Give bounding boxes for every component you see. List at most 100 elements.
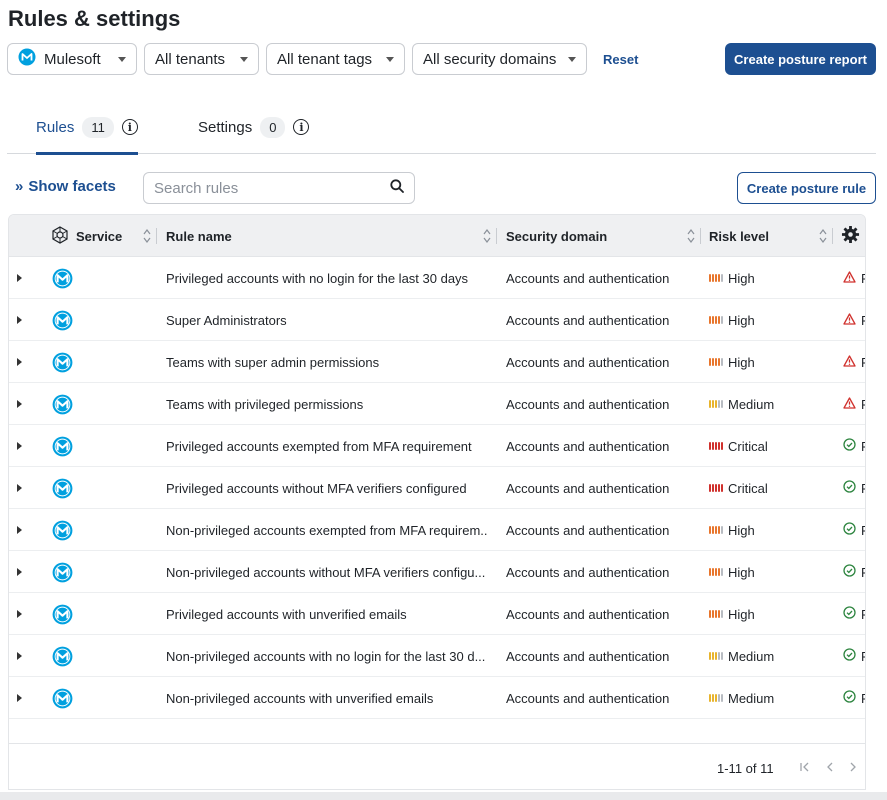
column-divider [496, 228, 497, 244]
tenants-dropdown[interactable]: All tenants [144, 43, 259, 75]
chevron-down-icon [386, 56, 394, 62]
security-domain: Accounts and authentication [506, 480, 670, 496]
row-expand-toggle[interactable] [17, 341, 27, 383]
gear-icon[interactable] [841, 225, 860, 247]
tenant-tags-dropdown[interactable]: All tenant tags [266, 43, 405, 75]
column-security-domain[interactable]: Security domain [497, 215, 701, 257]
status: P [843, 425, 865, 467]
tenant-tags-dropdown-label: All tenant tags [277, 50, 373, 68]
caret-right-icon [17, 358, 22, 366]
security-domain: Accounts and authentication [506, 354, 670, 370]
row-expand-toggle[interactable] [17, 383, 27, 425]
row-expand-toggle[interactable] [17, 467, 27, 509]
rule-name: Super Administrators [166, 312, 287, 328]
table-row[interactable]: Teams with super admin permissions Accoun… [9, 341, 865, 383]
column-risk-level[interactable]: Risk level [701, 215, 833, 257]
show-facets-button[interactable]: » Show facets [15, 178, 116, 195]
rule-name: Non-privileged accounts without MFA veri… [166, 564, 486, 580]
rule-name: Privileged accounts with no login for th… [166, 270, 469, 286]
risk-bars-icon [709, 400, 723, 408]
table-row[interactable]: Non-privileged accounts exempted from MF… [9, 509, 865, 551]
security-domain: Accounts and authentication [506, 438, 670, 454]
create-posture-rule-button[interactable]: Create posture rule [737, 172, 876, 204]
row-expand-toggle[interactable] [17, 593, 27, 635]
table-row[interactable]: Non-privileged accounts with unverified … [9, 677, 865, 719]
table-footer: 1-11 of 11 [9, 743, 865, 789]
check-circle-icon [843, 522, 856, 538]
row-expand-toggle[interactable] [17, 635, 27, 677]
rule-name: Teams with privileged permissions [166, 396, 364, 412]
column-service[interactable]: Service [51, 215, 157, 257]
risk-level: Medium [709, 635, 833, 677]
risk-bars-icon [709, 358, 723, 366]
rule-name: Non-privileged accounts with unverified … [166, 690, 434, 706]
table-row[interactable]: Non-privileged accounts with no login fo… [9, 635, 865, 677]
caret-right-icon [17, 652, 22, 660]
row-expand-toggle[interactable] [17, 257, 27, 299]
pagination-range: 1-11 of 11 [717, 761, 774, 776]
next-page-button[interactable] [847, 761, 859, 776]
reset-button[interactable]: Reset [603, 51, 639, 67]
security-domains-dropdown-label: All security domains [423, 50, 557, 68]
column-security-domain-label: Security domain [506, 228, 608, 244]
info-icon[interactable]: i [121, 119, 138, 135]
first-page-button[interactable] [799, 761, 811, 776]
service-dropdown[interactable]: Mulesoft [7, 43, 137, 75]
row-expand-toggle[interactable] [17, 677, 27, 719]
table-row[interactable]: Teams with privileged permissions Account… [9, 383, 865, 425]
row-expand-toggle[interactable] [17, 551, 27, 593]
status-label: P [861, 523, 865, 538]
tab-settings[interactable]: Settings 0 i [198, 100, 310, 154]
caret-right-icon [17, 610, 22, 618]
security-domain: Accounts and authentication [506, 564, 670, 580]
row-expand-toggle[interactable] [17, 299, 27, 341]
risk-bars-icon [709, 568, 723, 576]
status: F [843, 341, 865, 383]
column-divider [700, 228, 701, 244]
check-circle-icon [843, 564, 856, 580]
tab-rules[interactable]: Rules 11 i [36, 100, 138, 155]
row-expand-toggle[interactable] [17, 425, 27, 467]
warning-triangle-icon [843, 354, 856, 370]
search-icon[interactable] [390, 178, 404, 198]
prev-page-button[interactable] [824, 761, 836, 776]
status-label: P [861, 565, 865, 580]
page-title: Rules & settings [8, 6, 181, 31]
table-row[interactable]: Privileged accounts with no login for th… [9, 257, 865, 299]
security-domains-dropdown[interactable]: All security domains [412, 43, 587, 75]
mulesoft-logo-icon [52, 341, 76, 383]
risk-bars-icon [709, 442, 723, 450]
mulesoft-logo-icon [52, 383, 76, 425]
status: F [843, 383, 865, 425]
rule-name: Teams with super admin permissions [166, 354, 380, 370]
info-icon[interactable]: i [293, 119, 310, 135]
column-divider [156, 228, 157, 244]
caret-right-icon [17, 694, 22, 702]
risk-bars-icon [709, 316, 723, 324]
column-settings[interactable] [841, 215, 865, 257]
chevron-down-icon [118, 56, 126, 62]
sort-icon[interactable] [687, 228, 695, 244]
sort-icon[interactable] [143, 228, 151, 244]
search-input[interactable] [154, 179, 374, 197]
sort-icon[interactable] [483, 228, 491, 244]
table-row[interactable]: Privileged accounts with unverified emai… [9, 593, 865, 635]
check-circle-icon [843, 690, 856, 706]
risk-level: High [709, 551, 833, 593]
sort-icon[interactable] [819, 228, 827, 244]
table-row[interactable]: Privileged accounts without MFA verifier… [9, 467, 865, 509]
risk-bars-icon [709, 484, 723, 492]
table-row[interactable]: Non-privileged accounts without MFA veri… [9, 551, 865, 593]
show-facets-label: Show facets [28, 178, 116, 195]
create-posture-report-button[interactable]: Create posture report [725, 43, 876, 75]
table-row[interactable]: Super Administrators Accounts and authent… [9, 299, 865, 341]
column-rule-name[interactable]: Rule name [157, 215, 497, 257]
table-row[interactable]: Privileged accounts exempted from MFA re… [9, 425, 865, 467]
status: P [843, 467, 865, 509]
row-expand-toggle[interactable] [17, 509, 27, 551]
status-label: P [861, 649, 865, 664]
mulesoft-logo-icon [18, 48, 36, 70]
risk-bars-icon [709, 652, 723, 660]
check-circle-icon [843, 606, 856, 622]
tenants-dropdown-label: All tenants [155, 50, 226, 68]
